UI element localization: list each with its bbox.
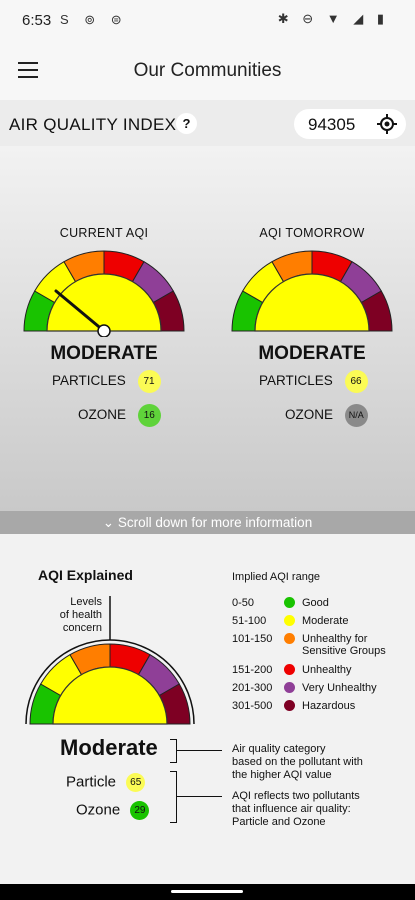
explained-ozone-badge: 29 [130,801,150,820]
app-title: Our Communities [133,60,282,81]
legend-item-unhealthy: 151-200 Unhealthy [232,664,352,676]
legend-item-hazardous: 301-500 Hazardous [232,700,355,712]
current-gauge [23,250,185,337]
current-particles-badge: 71 [137,370,161,393]
current-ozone-badge: 16 [137,404,161,427]
explained-particle-badge: 65 [126,773,146,792]
chevron-down-icon: ⌄ [102,515,115,530]
zip-value[interactable]: 94305 [308,115,356,134]
explained-gauge [25,596,195,725]
unhealthy-dot-icon [284,664,295,675]
usg-dot-icon [284,633,295,644]
hazardous-dot-icon [284,700,295,711]
scroll-hint-text: Scroll down for more information [117,515,313,530]
tomorrow-particles-badge: 66 [344,370,368,393]
legend-label: Good [302,597,329,609]
note-line: that influence air quality: [232,803,351,815]
legend-label-line: Unhealthy for [302,633,368,645]
legend-item-good: 0-50 Good [232,597,329,609]
tomorrow-ozone-row: OZONE N/A [285,404,368,427]
legend-item-moderate: 51-100 Moderate [232,615,348,627]
system-icons: ✱ ⊖ ▼ ◢ ▮ [277,11,389,26]
scroll-down-hint[interactable]: ⌄ Scroll down for more information [0,511,415,534]
notification-icons: S ⊚ ⊜ [60,12,128,27]
category-note: Air quality category based on the pollut… [232,743,382,782]
legend-range: 51-100 [232,615,267,627]
aqi-header: AIR QUALITY INDEX ? 94305 [0,100,415,146]
explained-ozone-label: Ozone [76,801,121,819]
current-category: MODERATE [50,343,158,364]
tomorrow-ozone-label: OZONE [285,407,334,423]
note-line: Particle and Ozone [232,816,326,828]
explained-particle-label: Particle [66,773,117,791]
tomorrow-particles-row: PARTICLES 66 [259,370,368,393]
category-connector [177,750,222,751]
aqi-explained: AQI Explained Levels of health concern M… [0,534,415,864]
explained-category: Moderate [60,735,158,760]
menu-icon[interactable] [18,62,38,78]
help-button[interactable]: ? [176,113,197,134]
current-ozone-row: OZONE 16 [78,404,161,427]
legend-item-very-unhealthy: 201-300 Very Unhealthy [232,682,377,694]
current-aqi-caption: CURRENT AQI [59,226,149,240]
gesture-bar [0,884,415,900]
legend-label: Unhealthy [302,664,352,676]
legend-label: Hazardous [302,700,356,712]
status-time: 6:53 [22,12,52,29]
current-particles-row: PARTICLES 71 [52,370,161,393]
zip-field[interactable]: 94305 [294,109,406,139]
aqi-explained-title: AQI Explained [38,567,133,583]
explained-ozone-row: Ozone 29 [76,801,150,820]
pollutant-connector [177,796,222,797]
note-line: Air quality category [232,743,326,755]
tomorrow-particles-label: PARTICLES [259,373,333,389]
aqi-panel: CURRENT AQI MODERATE AQI TOMORROW MODERA… [0,146,415,511]
legend-range: 151-200 [232,664,273,676]
legend-label: Unhealthy for Sensitive Groups [302,633,386,657]
gauge-needle [54,289,106,333]
legend-range: 0-50 [232,597,255,609]
category-bracket [170,739,177,763]
legend-range: 101-150 [232,633,273,645]
status-bar: 6:53 S ⊚ ⊜ ✱ ⊖ ▼ ◢ ▮ [0,0,415,42]
tomorrow-aqi-caption: AQI TOMORROW [259,226,365,240]
current-particles-label: PARTICLES [52,373,126,389]
pollutant-note: AQI reflects two pollutants that influen… [232,790,382,829]
tomorrow-aqi: AQI TOMORROW MODERATE [222,226,402,365]
levels-label: Levels of health concern [52,596,102,635]
legend-label-line: Sensitive Groups [302,645,386,657]
explained-particle-row: Particle 65 [66,773,146,792]
app-bar: Our Communities [0,42,415,101]
location-icon[interactable] [377,114,397,134]
note-line: AQI reflects two pollutants [232,790,360,802]
very-unhealthy-dot-icon [284,682,295,693]
pollutant-bracket [170,771,177,823]
current-ozone-label: OZONE [78,407,127,423]
legend-item-usg: 101-150 Unhealthy for Sensitive Groups [232,633,386,657]
current-aqi: CURRENT AQI MODERATE [14,226,194,365]
good-dot-icon [284,597,295,608]
range-title: Implied AQI range [232,571,321,583]
aqi-header-label: AIR QUALITY INDEX [9,115,177,134]
tomorrow-category: MODERATE [258,343,366,364]
tomorrow-gauge [231,250,393,332]
legend-range: 301-500 [232,700,273,712]
note-line: the higher AQI value [232,769,332,781]
levels-label-line: concern [62,622,102,634]
levels-label-line: of health [59,609,102,621]
note-line: based on the pollutant with [232,756,363,768]
tomorrow-ozone-badge: N/A [344,404,368,427]
home-handle[interactable] [171,890,243,893]
levels-label-line: Levels [70,596,102,608]
legend-label: Very Unhealthy [302,682,377,694]
legend-range: 201-300 [232,682,273,694]
legend-label: Moderate [302,615,349,627]
moderate-dot-icon [284,615,295,626]
